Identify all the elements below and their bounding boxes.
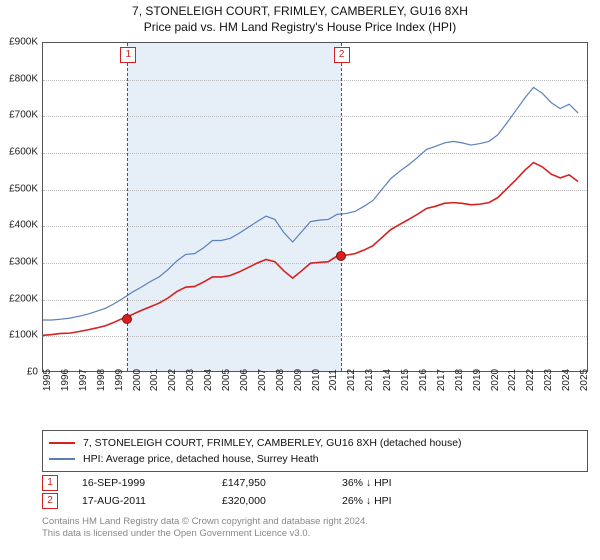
x-axis-label: 2014 <box>382 369 393 391</box>
y-axis-label: £700K <box>9 110 38 121</box>
table-row: 1 16-SEP-1999 £147,950 36% ↓ HPI <box>42 474 588 492</box>
footer-line-1: Contains HM Land Registry data © Crown c… <box>42 516 588 528</box>
chart-container: 7, STONELEIGH COURT, FRIMLEY, CAMBERLEY,… <box>0 0 600 560</box>
x-axis-label: 2010 <box>311 369 322 391</box>
sale-delta: 36% ↓ HPI <box>342 477 462 489</box>
footer: Contains HM Land Registry data © Crown c… <box>42 516 588 541</box>
sale-date: 17-AUG-2011 <box>82 495 222 507</box>
series-hpi <box>43 87 578 320</box>
x-axis-label: 1998 <box>96 369 107 391</box>
x-axis-label: 2002 <box>167 369 178 391</box>
x-axis-label: 1996 <box>60 369 71 391</box>
x-axis-label: 2016 <box>418 369 429 391</box>
x-axis-label: 2012 <box>346 369 357 391</box>
table-row: 2 17-AUG-2011 £320,000 26% ↓ HPI <box>42 492 588 510</box>
x-axis-label: 2022 <box>525 369 536 391</box>
sale-delta: 26% ↓ HPI <box>342 495 462 507</box>
x-axis-label: 2025 <box>579 369 590 391</box>
x-axis-label: 2003 <box>185 369 196 391</box>
sale-marker-dot <box>122 314 132 324</box>
x-axis-label: 2007 <box>257 369 268 391</box>
legend: 7, STONELEIGH COURT, FRIMLEY, CAMBERLEY,… <box>42 430 588 472</box>
legend-swatch-property <box>49 442 75 444</box>
series-property <box>43 163 578 336</box>
x-axis-label: 2008 <box>275 369 286 391</box>
x-axis-label: 1995 <box>42 369 53 391</box>
x-axis-label: 2021 <box>507 369 518 391</box>
x-axis-label: 2009 <box>293 369 304 391</box>
legend-label-hpi: HPI: Average price, detached house, Surr… <box>83 453 319 465</box>
x-axis-label: 2000 <box>132 369 143 391</box>
x-axis-label: 1999 <box>114 369 125 391</box>
footer-line-2: This data is licensed under the Open Gov… <box>42 528 588 540</box>
x-axis-label: 1997 <box>78 369 89 391</box>
sale-marker-dot <box>336 251 346 261</box>
titles: 7, STONELEIGH COURT, FRIMLEY, CAMBERLEY,… <box>0 0 600 34</box>
x-axis-label: 2005 <box>221 369 232 391</box>
sale-marker-badge: 2 <box>42 493 58 509</box>
x-axis-label: 2013 <box>364 369 375 391</box>
x-axis-label: 2019 <box>472 369 483 391</box>
plot-wrap: 12 £0£100K£200K£300K£400K£500K£600K£700K… <box>42 42 588 392</box>
sale-marker-badge: 2 <box>334 47 350 63</box>
y-axis-label: £600K <box>9 147 38 158</box>
x-axis-label: 2015 <box>400 369 411 391</box>
y-axis-label: £0 <box>27 367 38 378</box>
chart-subtitle: Price paid vs. HM Land Registry's House … <box>0 20 600 34</box>
x-axis-label: 2011 <box>328 369 339 391</box>
x-axis-label: 2006 <box>239 369 250 391</box>
legend-row: 7, STONELEIGH COURT, FRIMLEY, CAMBERLEY,… <box>49 435 581 451</box>
x-axis-label: 2001 <box>149 369 160 391</box>
x-axis-label: 2004 <box>203 369 214 391</box>
x-axis-label: 2024 <box>561 369 572 391</box>
legend-swatch-hpi <box>49 458 75 460</box>
y-axis-label: £300K <box>9 257 38 268</box>
y-axis-label: £400K <box>9 220 38 231</box>
x-axis-label: 2018 <box>454 369 465 391</box>
legend-label-property: 7, STONELEIGH COURT, FRIMLEY, CAMBERLEY,… <box>83 437 462 449</box>
y-axis-label: £900K <box>9 37 38 48</box>
y-axis-label: £500K <box>9 183 38 194</box>
sale-price: £320,000 <box>222 495 342 507</box>
sale-price: £147,950 <box>222 477 342 489</box>
sale-marker-badge: 1 <box>120 47 136 63</box>
y-axis-label: £800K <box>9 73 38 84</box>
x-axis-label: 2017 <box>436 369 447 391</box>
y-axis-label: £100K <box>9 330 38 341</box>
sale-marker-line <box>341 43 342 371</box>
sales-table: 1 16-SEP-1999 £147,950 36% ↓ HPI 2 17-AU… <box>42 474 588 510</box>
sale-marker-badge: 1 <box>42 475 58 491</box>
legend-row: HPI: Average price, detached house, Surr… <box>49 451 581 467</box>
sale-date: 16-SEP-1999 <box>82 477 222 489</box>
chart-title: 7, STONELEIGH COURT, FRIMLEY, CAMBERLEY,… <box>0 4 600 18</box>
y-axis-label: £200K <box>9 293 38 304</box>
x-axis-label: 2023 <box>543 369 554 391</box>
plot-area: 12 <box>42 42 588 372</box>
x-axis-label: 2020 <box>490 369 501 391</box>
